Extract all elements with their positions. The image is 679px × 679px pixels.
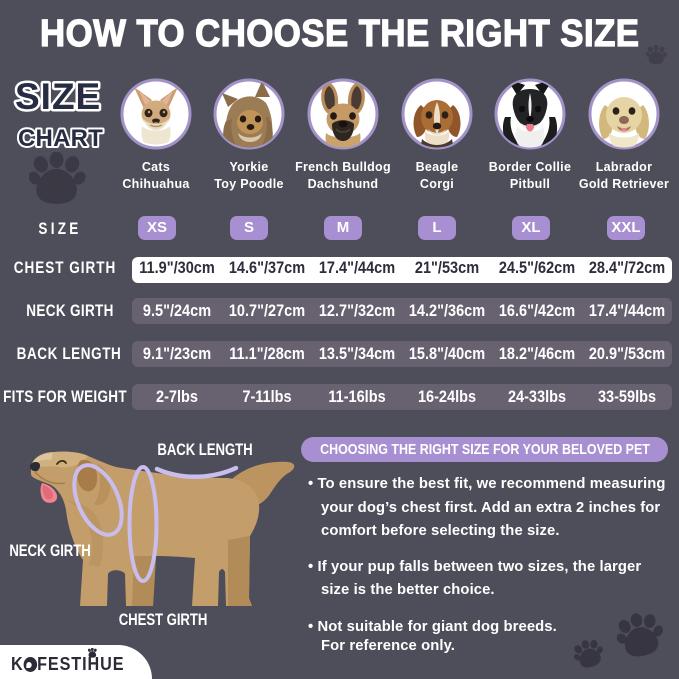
svg-text:CHART: CHART xyxy=(18,125,103,152)
svg-text:SIZE: SIZE xyxy=(15,76,101,117)
